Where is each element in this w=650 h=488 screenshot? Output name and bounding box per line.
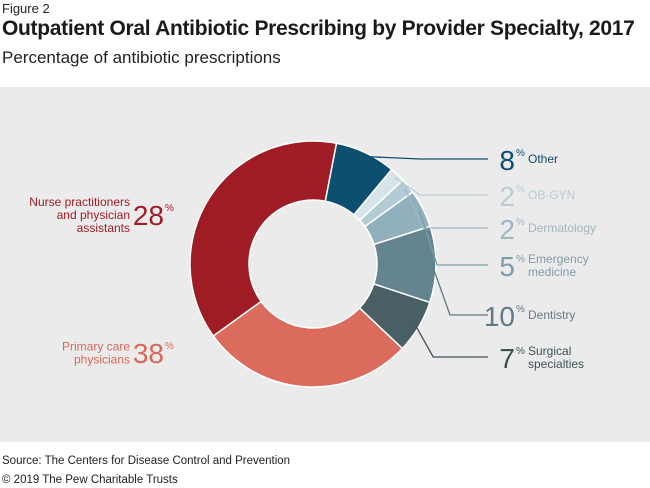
slice-primary-care-physicians <box>189 140 338 337</box>
leader-line-ob-gyn <box>394 177 488 196</box>
category-label-emergency-medicine: Emergency medicine <box>528 252 589 279</box>
percent-sign: % <box>516 254 525 265</box>
leader-line-dermatology <box>404 188 488 229</box>
leader-line-other <box>364 155 488 160</box>
copyright-note: © 2019 The Pew Charitable Trusts <box>2 474 178 486</box>
category-label-ob-gyn: OB-GYN <box>528 188 575 202</box>
value-label-nurse-practitioners-and-physician-assistants: 28 <box>133 200 164 231</box>
category-label-primary-care-physicians: Primary care physicians <box>62 340 130 367</box>
category-label-nurse-practitioners-and-physician-assistants: Nurse practitioners and physician assistan… <box>29 195 130 235</box>
category-label-surgical-specialties: Surgical specialties <box>528 344 584 371</box>
percent-sign: % <box>516 217 525 228</box>
slice-nurse-practitioners-and-physician-assistants <box>212 300 404 388</box>
figure-label: Figure 2 <box>2 1 50 16</box>
percent-sign: % <box>516 148 525 159</box>
value-label-primary-care-physicians: 38 <box>133 338 164 369</box>
category-label-dermatology: Dermatology <box>528 221 596 235</box>
leader-line-surgical-specialties <box>414 324 488 358</box>
chart-title: Outpatient Oral Antibiotic Prescribing b… <box>2 17 635 40</box>
source-note: Source: The Centers for Disease Control … <box>2 455 291 467</box>
percent-sign: % <box>165 341 174 352</box>
value-label-emergency-medicine: 5 <box>499 251 515 282</box>
category-label-other: Other <box>528 152 558 166</box>
category-label-dentistry: Dentistry <box>528 308 575 322</box>
leader-line-emergency-medicine <box>418 210 488 266</box>
value-label-surgical-specialties: 7 <box>499 343 515 374</box>
chart-subtitle: Percentage of antibiotic prescriptions <box>2 48 281 67</box>
percent-sign: % <box>516 184 525 195</box>
leader-line-dentistry <box>431 264 488 316</box>
value-label-dentistry: 10 <box>484 301 515 332</box>
percent-sign: % <box>165 203 174 214</box>
value-label-dermatology: 2 <box>499 214 515 245</box>
percent-sign: % <box>516 304 525 315</box>
percent-sign: % <box>516 346 525 357</box>
value-label-ob-gyn: 2 <box>499 181 515 212</box>
value-label-other: 8 <box>499 145 515 176</box>
